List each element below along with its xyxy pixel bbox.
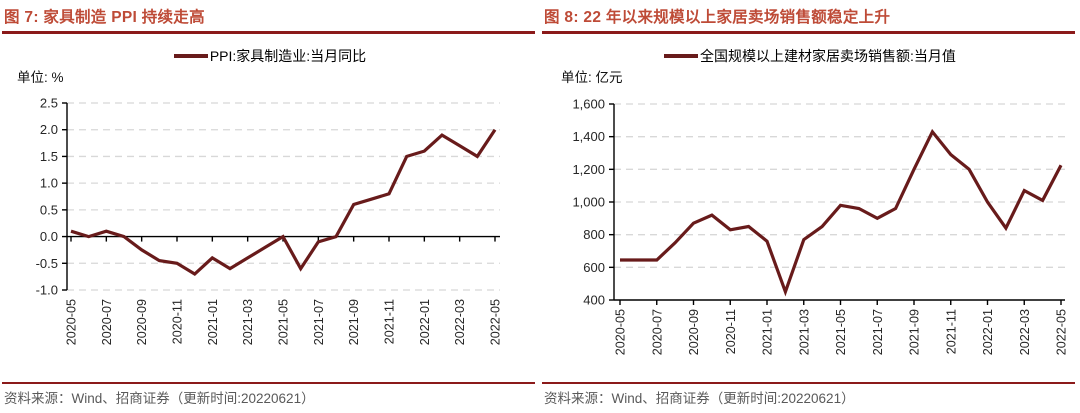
x-tick-label: 2021-03 bbox=[797, 309, 811, 355]
unit-label: 单位: % bbox=[17, 70, 64, 85]
y-tick-label: 600 bbox=[583, 260, 605, 275]
x-tick-label: 2021-09 bbox=[347, 299, 361, 345]
legend-line-swatch bbox=[664, 54, 699, 58]
y-tick-label: 1,600 bbox=[572, 97, 605, 112]
y-tick-label: 1,200 bbox=[572, 162, 605, 177]
x-tick-label: 2021-01 bbox=[761, 309, 775, 355]
x-tick-label: 2020-11 bbox=[724, 309, 738, 354]
series-line bbox=[620, 128, 1063, 297]
x-tick-label: 2020-07 bbox=[650, 309, 664, 355]
series-line bbox=[70, 128, 497, 276]
x-tick-label: 2020-07 bbox=[100, 299, 114, 345]
y-tick-label: -1.0 bbox=[36, 283, 58, 298]
figure-7-panel: 2.5 2.0 1.5 1.0 0.5 0.0 -0.5 -1.0 2020-05 2020-07… bbox=[0, 9, 540, 406]
x-tick-label: 2020-05 bbox=[65, 299, 79, 345]
y-tick-label: 800 bbox=[583, 227, 605, 242]
x-tick-label: 2022-03 bbox=[1018, 309, 1032, 355]
title-divider bbox=[542, 31, 1075, 34]
ppi-line-chart: 2.5 2.0 1.5 1.0 0.5 0.0 -0.5 -1.0 2020-05 2020-07… bbox=[36, 96, 503, 346]
title-divider bbox=[2, 31, 535, 34]
legend-label: PPI:家具制造业:当月同比 bbox=[209, 48, 367, 64]
source-divider bbox=[2, 382, 535, 384]
x-tick-label: 2021-07 bbox=[871, 309, 885, 355]
y-tick-label: 1.5 bbox=[40, 149, 58, 164]
x-tick-label: 2022-01 bbox=[418, 299, 432, 345]
x-tick-label: 2022-03 bbox=[453, 299, 467, 345]
legend-label: 全国规模以上建材家居卖场销售额:当月值 bbox=[700, 48, 956, 64]
x-tick-label: 2021-03 bbox=[241, 299, 255, 345]
sales-line-chart: 1,600 1,400 1,200 1,000 800 600 400 2020-05 2020… bbox=[572, 97, 1069, 356]
source-note: 资料来源：Wind、招商证券（更新时间:20220621） bbox=[4, 391, 315, 406]
x-tick-label: 2022-05 bbox=[489, 299, 503, 345]
x-tick-label: 2021-07 bbox=[312, 299, 326, 345]
y-tick-label: 1,000 bbox=[572, 195, 605, 210]
source-divider bbox=[542, 382, 1075, 384]
x-tick-label: 2021-11 bbox=[383, 299, 397, 344]
legend: PPI:家具制造业:当月同比 bbox=[0, 47, 540, 65]
x-tick-label: 2020-05 bbox=[614, 309, 628, 355]
figure-8-panel: 1,600 1,400 1,200 1,000 800 600 400 2020-05 2020… bbox=[540, 0, 1080, 413]
y-tick-label: 0.5 bbox=[40, 202, 58, 217]
unit-label: 单位: 亿元 bbox=[561, 70, 623, 85]
y-tick-label: 0.0 bbox=[40, 229, 58, 244]
x-tick-label: 2021-01 bbox=[206, 299, 220, 345]
x-tick-label: 2021-09 bbox=[908, 309, 922, 355]
legend: 全国规模以上建材家居卖场销售额:当月值 bbox=[540, 47, 1080, 65]
figure-7-title: 图 7: 家具制造 PPI 持续走高 bbox=[4, 9, 205, 26]
y-tick-label: 400 bbox=[583, 293, 605, 308]
source-note: 资料来源：Wind、招商证券（更新时间:20220621） bbox=[544, 391, 855, 406]
x-tick-label: 2021-05 bbox=[277, 299, 291, 345]
y-tick-label: -0.5 bbox=[36, 256, 58, 271]
y-tick-label: 2.0 bbox=[40, 122, 58, 137]
x-tick-label: 2020-09 bbox=[687, 309, 701, 355]
x-tick-label: 2020-09 bbox=[135, 299, 149, 345]
y-tick-label: 2.5 bbox=[40, 96, 58, 111]
legend-line-swatch bbox=[173, 54, 208, 58]
y-tick-label: 1.0 bbox=[40, 176, 58, 191]
x-tick-label: 2020-11 bbox=[171, 299, 185, 344]
x-tick-label: 2022-01 bbox=[981, 309, 995, 355]
figure-8-title: 图 8: 22 年以来规模以上家居卖场销售额稳定上升 bbox=[544, 9, 891, 26]
x-tick-label: 2022-05 bbox=[1055, 309, 1069, 355]
y-tick-label: 1,400 bbox=[572, 129, 605, 144]
x-tick-label: 2021-05 bbox=[834, 309, 848, 355]
x-tick-label: 2021-11 bbox=[944, 309, 958, 354]
